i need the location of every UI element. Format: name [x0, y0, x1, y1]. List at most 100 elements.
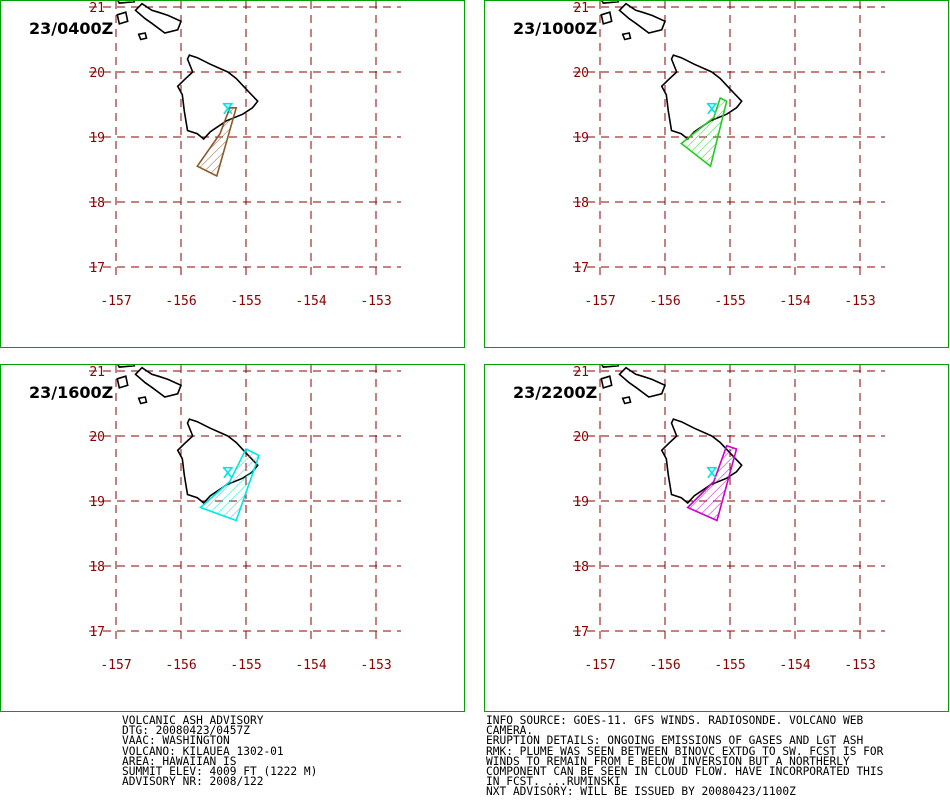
lon-tick-label: -155: [230, 658, 261, 673]
lon-tick-label: -156: [165, 294, 196, 309]
advisory-remarks: INFO SOURCE: GOES-11. GFS WINDS. RADIOSO…: [486, 714, 884, 799]
bulletin-line: VOLCANIC ASH ADVISORY: [122, 714, 264, 727]
lat-lon-grid: [89, 365, 401, 645]
coastline: [618, 366, 667, 398]
forecast-panel: -157 -156 -155 -154 -153 21 20 19 18 17 23/1000Z: [484, 0, 949, 348]
forecast-panel: -157 -156 -155 -154 -153 21 20 19 18 17 23/2200Z: [484, 364, 949, 712]
map-svg: -157 -156 -155 -154 -153 21 20 19 18 17: [89, 365, 401, 673]
lat-tick-label: 20: [573, 66, 589, 81]
bulletin-line: NXT ADVISORY: WILL BE ISSUED BY 20080423…: [486, 785, 796, 799]
lon-tick-label: -154: [779, 658, 810, 673]
lat-lon-grid: [573, 365, 885, 645]
lat-tick-label: 18: [89, 196, 105, 211]
bulletin-line: ERUPTION DETAILS: ONGOING EMISSIONS OF G…: [486, 734, 864, 748]
lon-tick-label: -155: [230, 294, 261, 309]
lon-tick-label: -154: [295, 658, 326, 673]
lat-tick-label: 19: [89, 131, 105, 146]
valid-time-label: 23/1000Z: [513, 19, 598, 38]
ash-forecast-polygon: [680, 96, 728, 168]
map-svg: -157 -156 -155 -154 -153 21 20 19 18 17: [89, 1, 401, 309]
lat-tick-label: 20: [89, 430, 105, 445]
bulletin-line: SUMMIT ELEV: 4009 FT (1222 M): [122, 764, 318, 778]
coastline: [601, 365, 620, 368]
coastline: [134, 366, 183, 398]
coastline: [134, 2, 183, 34]
valid-time-label: 23/1600Z: [29, 383, 114, 402]
lat-tick-label: 19: [573, 131, 589, 146]
ash-forecast-polygon: [196, 107, 238, 178]
volcano-marker-icon: [706, 466, 717, 479]
bulletin-line: VAAC: WASHINGTON: [122, 734, 230, 748]
lon-tick-label: -154: [779, 294, 810, 309]
coastline: [621, 32, 632, 41]
lon-tick-label: -157: [584, 294, 615, 309]
coastline: [176, 418, 259, 505]
lat-tick-label: 20: [573, 430, 589, 445]
lon-tick-label: -157: [584, 658, 615, 673]
coastline: [600, 11, 613, 25]
lon-tick-label: -156: [649, 658, 680, 673]
coastline: [117, 1, 136, 4]
ash-forecast-polygon: [198, 447, 260, 522]
lon-tick-label: -153: [844, 294, 875, 309]
volcano-marker-icon: [222, 466, 233, 479]
bulletin-line: COMPONENT CAN BE SEEN IN CLOUD FLOW. HAV…: [486, 764, 884, 778]
lat-lon-grid: [573, 1, 885, 281]
lat-tick-label: 21: [573, 365, 589, 380]
volcano-marker-icon: [706, 102, 717, 115]
coastline: [601, 1, 620, 4]
lat-tick-label: 18: [573, 196, 589, 211]
forecast-panel: -157 -156 -155 -154 -153 21 20 19 18 17 23/1600Z: [0, 364, 465, 712]
volcano-marker-icon: [222, 102, 233, 115]
lat-tick-label: 17: [573, 261, 589, 276]
coastline: [176, 54, 259, 141]
coastline: [137, 396, 148, 405]
lon-tick-label: -156: [165, 658, 196, 673]
lat-tick-label: 19: [573, 495, 589, 510]
lat-tick-label: 21: [89, 365, 105, 380]
coastline: [116, 11, 129, 25]
lat-lon-grid: [89, 1, 401, 281]
bulletin-line: ADVISORY NR: 2008/122: [122, 775, 264, 789]
coastline: [137, 32, 148, 41]
advisory-header: VOLCANIC ASH ADVISORY DTG: 20080423/0457Z…: [122, 714, 318, 789]
lat-tick-label: 18: [573, 560, 589, 575]
lon-tick-label: -155: [714, 294, 745, 309]
bulletin-line: CAMERA.: [486, 724, 534, 738]
lat-tick-label: 20: [89, 66, 105, 81]
lon-tick-label: -155: [714, 658, 745, 673]
lon-tick-label: -156: [649, 294, 680, 309]
bulletin-line: AREA: HAWAIIAN IS: [122, 754, 237, 768]
coastline: [600, 375, 613, 389]
bulletin-line: WINDS TO REMAIN FROM E BELOW INVERSION B…: [486, 754, 850, 768]
coastline: [660, 418, 743, 505]
lat-tick-label: 21: [89, 1, 105, 16]
coastline: [618, 2, 667, 34]
bulletin-line: DTG: 20080423/0457Z: [122, 724, 250, 738]
bulletin-line: VOLCANO: KILAUEA 1302-01: [122, 744, 284, 758]
valid-time-label: 23/0400Z: [29, 19, 114, 38]
lat-tick-label: 17: [573, 625, 589, 640]
lat-tick-label: 17: [89, 261, 105, 276]
coastline: [660, 54, 743, 141]
map-svg: -157 -156 -155 -154 -153 21 20 19 18 17: [573, 365, 885, 673]
map-svg: -157 -156 -155 -154 -153 21 20 19 18 17: [573, 1, 885, 309]
lat-tick-label: 17: [89, 625, 105, 640]
lon-tick-label: -153: [360, 294, 391, 309]
coastline: [621, 396, 632, 405]
lon-tick-label: -154: [295, 294, 326, 309]
lon-tick-label: -157: [100, 294, 131, 309]
lon-tick-label: -157: [100, 658, 131, 673]
bulletin-line: IN FCST. ...RUMINSKI: [486, 775, 621, 789]
valid-time-label: 23/2200Z: [513, 383, 598, 402]
coastline: [117, 365, 136, 368]
ash-forecast-polygon: [686, 444, 738, 522]
lat-tick-label: 18: [89, 560, 105, 575]
lat-tick-label: 19: [89, 495, 105, 510]
lat-tick-label: 21: [573, 1, 589, 16]
bulletin-line: INFO SOURCE: GOES-11. GFS WINDS. RADIOSO…: [486, 714, 864, 727]
lon-tick-label: -153: [360, 658, 391, 673]
lon-tick-label: -153: [844, 658, 875, 673]
bulletin-line: RMK: PLUME WAS SEEN BETWEEN BINOVC EXTDG…: [486, 744, 884, 758]
coastline: [116, 375, 129, 389]
